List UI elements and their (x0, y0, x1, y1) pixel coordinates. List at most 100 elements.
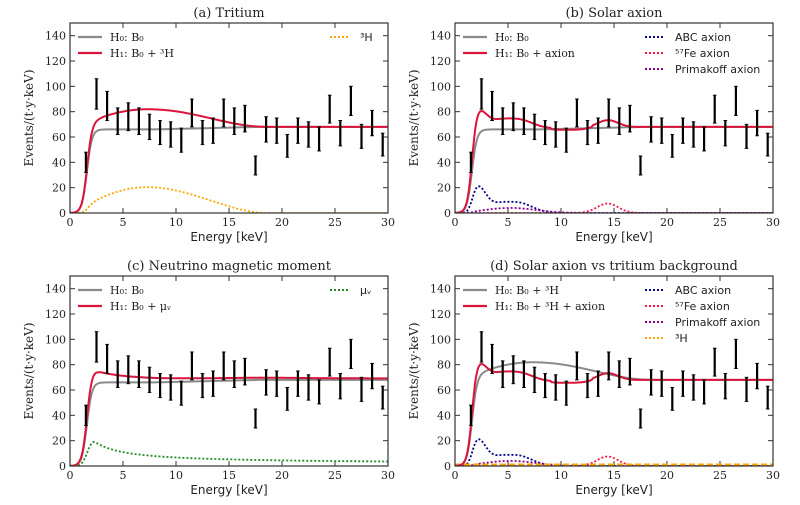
series-fe57 (455, 202, 773, 213)
y-tick-label: 140 (45, 283, 66, 296)
error-bar (543, 120, 547, 146)
error-bar (543, 373, 547, 399)
panel-a: (a) Tritium 0 5 10 15 20 25 30 0 20 40 60 80 100 120 14… (22, 6, 395, 244)
error-bar (158, 373, 162, 399)
data-point (703, 391, 705, 394)
error-bar (532, 366, 537, 394)
error-bar (691, 374, 696, 401)
error-bar (221, 98, 226, 128)
data-point (756, 122, 758, 124)
error-bar (168, 374, 173, 401)
error-bar (253, 155, 258, 176)
series-fe57 (455, 455, 773, 466)
data-point (244, 371, 246, 374)
error-bar (744, 376, 749, 402)
series-h0 (70, 378, 388, 466)
legend-label: ³H (675, 332, 688, 345)
data-point (350, 353, 352, 356)
legend-right: μᵥ (330, 284, 372, 297)
y-tick-label: 140 (430, 283, 451, 296)
data-point (127, 115, 130, 118)
y-tick-label: 40 (437, 156, 451, 169)
error-bar (94, 78, 99, 110)
data-point (212, 129, 215, 132)
x-tick-label: 15 (222, 469, 236, 482)
y-tick-label: 40 (437, 409, 451, 422)
data-point (480, 93, 483, 95)
y-tick-label: 40 (52, 156, 66, 169)
error-bar (327, 94, 332, 124)
data-point (307, 386, 310, 389)
series-mu_nu (70, 441, 388, 466)
error-bar (306, 374, 311, 401)
x-tick-label: 5 (120, 216, 127, 229)
legend-left: H₀: B₀ H₁: B₀ + μᵥ (78, 284, 171, 313)
data-points (469, 331, 770, 429)
error-bar (765, 385, 770, 410)
series-abc (455, 438, 773, 466)
y-axis-label: Events/(t·y·keV) (22, 322, 36, 419)
data-point (360, 136, 363, 138)
data-point (512, 115, 515, 118)
x-tick-label: 25 (713, 216, 727, 229)
panel-d: (d) Solar axion vs tritium background 0 5 1… (407, 259, 780, 497)
error-bar (734, 85, 738, 116)
x-tick-label: 15 (222, 216, 236, 229)
data-point (692, 133, 695, 136)
legend-label: H₁: B₀ + ³H + axion (495, 300, 605, 313)
data-point (523, 373, 525, 376)
legend-label: μᵥ (360, 284, 372, 297)
curves (455, 109, 773, 213)
error-bar (380, 385, 385, 410)
legend-left: H₀: B₀ H₁: B₀ + ³H (78, 31, 174, 60)
curves (455, 361, 773, 466)
chart-title: (a) Tritium (193, 6, 264, 21)
legend-right: ABC axion ⁵⁷Fe axion Primakoff axion ³H (645, 284, 760, 345)
error-bar (479, 331, 484, 363)
x-tick-label: 10 (169, 469, 183, 482)
data-point (544, 132, 546, 135)
data-point (629, 118, 631, 121)
x-tick-label: 0 (452, 216, 459, 229)
error-bar (126, 102, 131, 132)
data-point (233, 120, 236, 123)
error-bar (691, 121, 696, 148)
x-tick-label: 5 (505, 469, 512, 482)
y-tick-label: 40 (52, 409, 66, 422)
error-bar (670, 133, 675, 158)
legend-label: Primakoff axion (675, 63, 760, 76)
y-axis-label: Events/(t·y·keV) (22, 69, 36, 166)
error-bar (274, 117, 279, 144)
data-point (371, 122, 373, 124)
curves (70, 371, 388, 466)
data-point (159, 132, 162, 135)
error-bar (211, 370, 215, 397)
error-bar (734, 338, 738, 369)
error-bar (285, 133, 290, 158)
x-axis-label: Energy [keV] (190, 483, 267, 497)
data-point (350, 100, 352, 103)
y-axis-label: Events/(t·y·keV) (407, 69, 421, 166)
data-point (286, 146, 289, 149)
error-bar (115, 360, 120, 388)
data-point (501, 120, 504, 123)
error-bar (84, 404, 88, 426)
error-bar (274, 370, 279, 397)
error-bar (585, 120, 590, 146)
error-bar (564, 127, 569, 153)
data-point (713, 361, 716, 364)
legend-left: H₀: B₀ H₁: B₀ + axion (463, 31, 575, 60)
x-tick-label: 10 (169, 216, 183, 229)
axes-frame (454, 275, 774, 467)
error-bar (575, 351, 579, 381)
data-point (491, 104, 493, 107)
axes-frame (454, 22, 774, 214)
error-bar (649, 369, 653, 396)
error-bar (564, 380, 569, 406)
data-point (660, 129, 663, 132)
y-tick-label: 20 (437, 182, 451, 195)
y-tick-label: 0 (59, 207, 66, 220)
error-bar (370, 362, 374, 390)
error-bar (349, 85, 353, 116)
y-tick-label: 140 (45, 30, 66, 43)
